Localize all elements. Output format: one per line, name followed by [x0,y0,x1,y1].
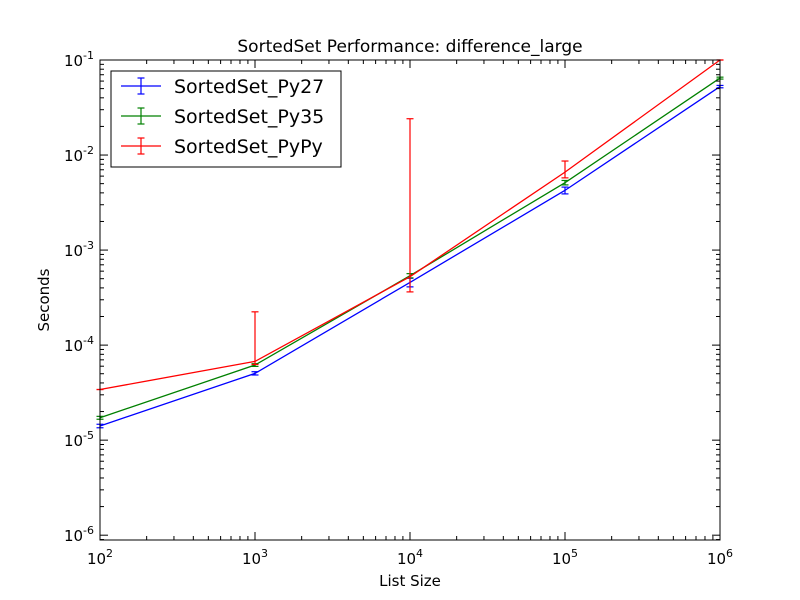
legend-box [110,70,342,168]
legend-entry: SortedSet_PyPy [121,136,323,158]
x-tick-label: 103 [242,547,268,568]
y-axis-ticks: 10-6 10-5 10-4 10-3 10-2 10-1 [64,49,720,545]
error-bar [406,118,414,293]
error-bar [251,311,259,366]
chart-title: SortedSet Performance: difference_large [237,37,582,57]
legend-label: SortedSet_PyPy [174,136,323,158]
y-tick-label: 10-6 [64,524,94,545]
error-bar [561,160,569,179]
axes-frame [99,59,721,541]
y-tick-label: 10-5 [64,429,94,450]
y-tick-label: 10-1 [64,49,94,70]
error-bar [561,179,569,186]
legend-entry: SortedSet_Py27 [121,76,324,98]
y-tick-label: 10-3 [64,239,94,260]
legend-label: SortedSet_Py35 [174,106,324,128]
legend-label: SortedSet_Py27 [174,76,324,98]
y-tick-label: 10-4 [64,334,94,355]
x-axis-ticks: 102 103 104 105 106 [87,60,733,568]
x-tick-label: 104 [397,547,423,568]
x-axis-label: List Size [379,572,441,590]
x-tick-label: 102 [87,547,113,568]
y-axis-label: Seconds [35,268,53,331]
legend-entry: SortedSet_Py35 [121,106,324,128]
x-tick-label: 106 [707,547,733,568]
plot-area [96,59,724,429]
error-bar [561,186,569,195]
y-tick-label: 10-2 [64,144,94,165]
legend: SortedSet_Py27 SortedSet_Py35 SortedSet_Py… [110,70,342,168]
error-bar [251,371,259,376]
x-tick-label: 105 [552,547,578,568]
